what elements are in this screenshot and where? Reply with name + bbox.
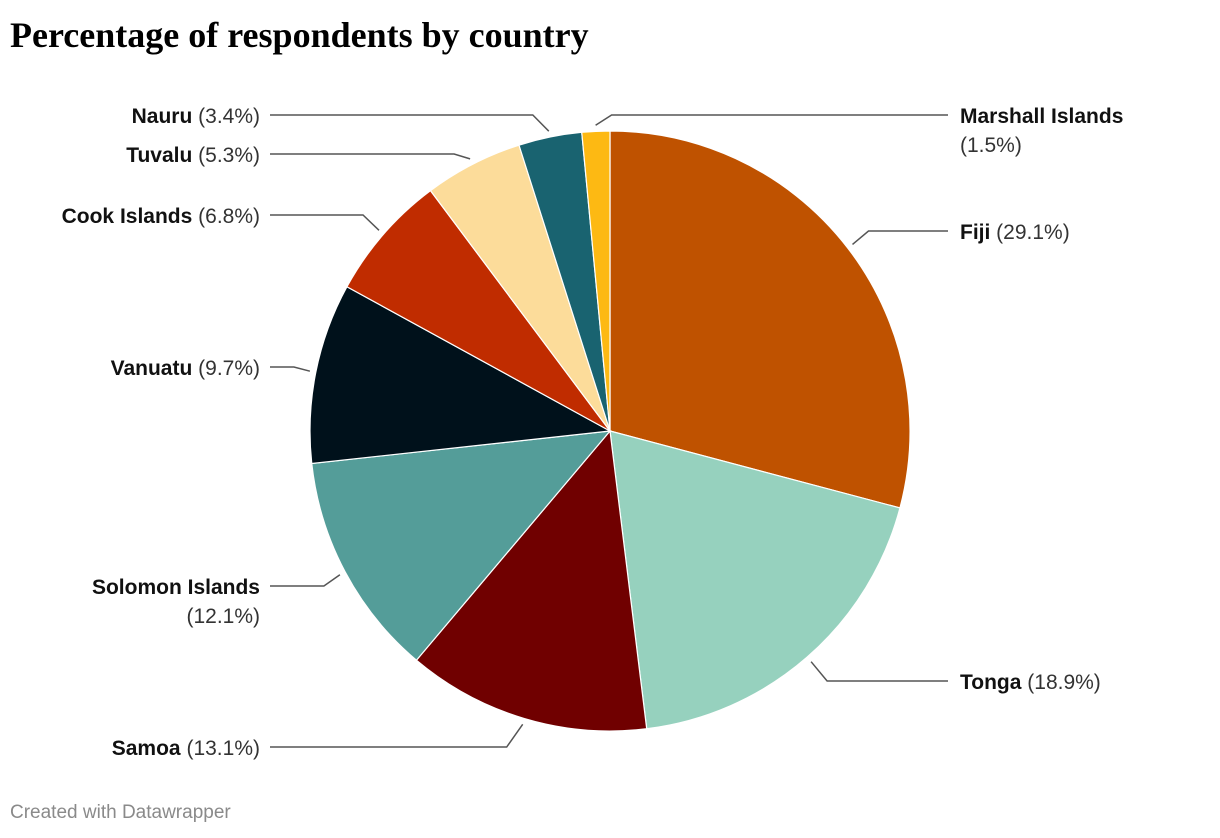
label-name: Tuvalu [126,144,192,167]
label-fiji: Fiji (29.1%) [960,221,1070,244]
label-nauru: Nauru (3.4%) [132,105,260,128]
label-name: Vanuatu [111,357,193,380]
slice-fiji [609,130,911,509]
leader-solomon-islands [270,574,341,587]
label-percent: (3.4%) [192,105,260,128]
chart-title: Percentage of respondents by country [10,15,589,55]
label-name: Fiji [960,221,990,244]
label-name: Cook Islands [62,205,193,228]
slice-tonga [609,430,901,730]
label-tuvalu: Tuvalu (5.3%) [126,144,260,167]
label-name: Nauru [132,105,193,128]
label-percent: (12.1%) [186,605,260,628]
label-percent: (5.3%) [192,144,260,167]
label-percent: (18.9%) [1021,671,1100,694]
slice-samoa [415,429,648,732]
label-solomon-islands: Solomon Islands [92,576,260,599]
label-vanuatu: Vanuatu (9.7%) [111,357,260,380]
label-name: Tonga [960,671,1022,694]
label-percent-solomon-islands: (12.1%) [186,605,260,628]
label-percent: (6.8%) [192,205,260,228]
label-name: Samoa [112,737,181,760]
leader-samoa [270,723,524,748]
leader-marshall-islands [595,114,948,126]
leader-tuvalu [270,153,471,160]
label-name: Solomon Islands [92,576,260,599]
credit-text: Created with Datawrapper [10,802,231,823]
label-name: Marshall Islands [960,105,1123,128]
label-samoa: Samoa (13.1%) [112,737,260,760]
label-percent: (1.5%) [960,134,1022,157]
label-tonga: Tonga (18.9%) [960,671,1101,694]
slice-vanuatu [309,285,612,465]
slice-marshall-islands [581,130,611,432]
leader-lines [270,114,948,748]
label-percent: (29.1%) [990,221,1069,244]
leader-tonga [810,661,948,682]
slice-cook-islands [346,189,611,432]
slice-solomon-islands [311,430,612,662]
leader-fiji [852,230,948,245]
leader-nauru [270,114,550,132]
leader-vanuatu [270,366,311,372]
leader-cook-islands [270,214,380,231]
label-cook-islands: Cook Islands (6.8%) [62,205,260,228]
label-percent: (9.7%) [192,357,260,380]
label-marshall-islands: Marshall Islands [960,105,1123,128]
pie-slices [309,130,911,732]
slice-labels: Fiji (29.1%) Tonga (18.9%) Samoa (13.1%) So… [62,105,1124,760]
label-percent: (13.1%) [181,737,260,760]
label-percent-marshall-islands: (1.5%) [960,134,1022,157]
